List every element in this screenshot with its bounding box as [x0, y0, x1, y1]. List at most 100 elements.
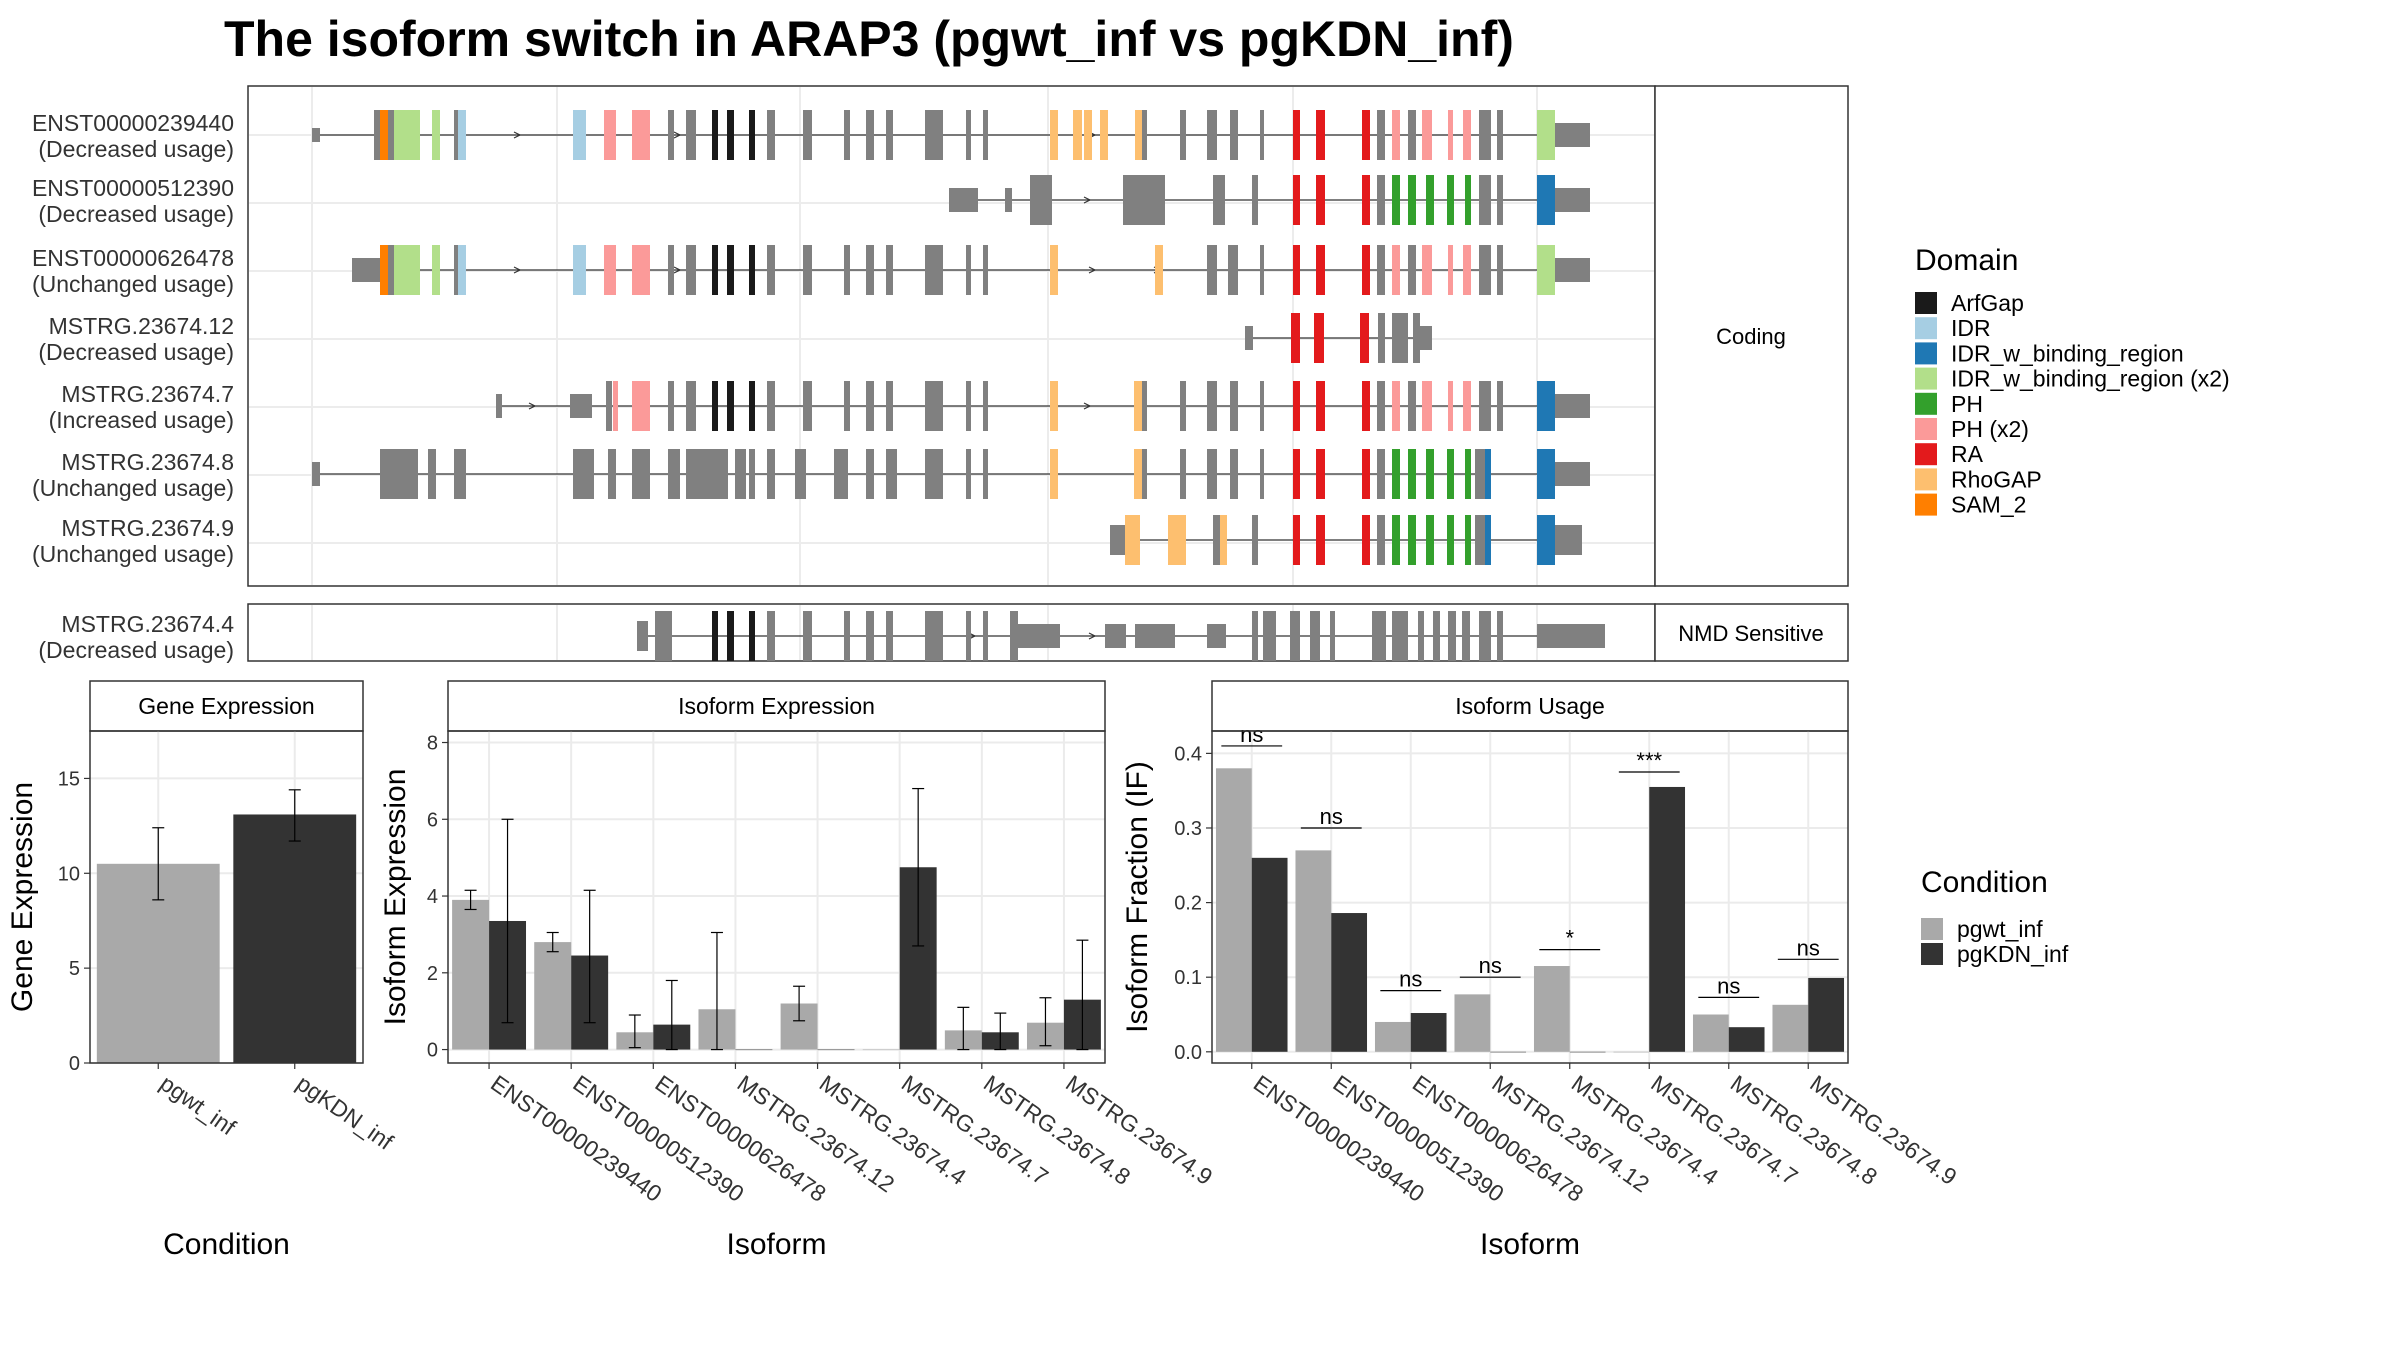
- coding-strip: [1654, 85, 1849, 587]
- nmd-strip: [1654, 603, 1849, 662]
- isoform-expression-chart: Isoform Expression02468ENST00000239440EN…: [379, 680, 1217, 1261]
- chart-strip-title: Isoform Expression: [678, 693, 875, 719]
- y-tick-label: 6: [427, 809, 438, 831]
- gene-expression-chart: Gene Expression 0 5 10 15 pgwt_inf pgKDN_inf Co…: [6, 680, 398, 1261]
- x-tick-label: MSTRG.23674.9: [1805, 1070, 1961, 1190]
- bar-mark: [1649, 786, 1686, 1052]
- condition-legend-key: [1921, 918, 1943, 940]
- domain-block-ph: [1426, 175, 1434, 225]
- bar-mark: [817, 1049, 855, 1051]
- y-tick-label: 0.1: [1174, 967, 1202, 989]
- domain-block-idr-w-binding-region: [1537, 175, 1555, 225]
- transcript-usage-label: (Unchanged usage): [32, 475, 234, 501]
- domain-block-idr-w-binding-region: [1537, 449, 1555, 499]
- exon-block: [1497, 611, 1503, 661]
- domain-block-idr: [458, 110, 466, 160]
- domain-block-ra: [1293, 515, 1300, 565]
- domain-block-ph: [1447, 515, 1454, 565]
- exon-block: [1555, 525, 1582, 555]
- exon-block: [983, 611, 988, 661]
- domain-block-ra: [1362, 245, 1370, 295]
- exon-block: [866, 449, 874, 499]
- exon-block: [966, 110, 971, 160]
- domain-block-idr-w-binding-region: [1537, 381, 1555, 431]
- y-tick-label: 0.2: [1174, 893, 1202, 915]
- domain-block-idr-w-binding-region-x2: [432, 245, 440, 295]
- exon-block: [668, 449, 680, 499]
- domain-block-idr-w-binding-region-x2: [1537, 110, 1555, 160]
- domain-block-ra: [1293, 245, 1300, 295]
- domain-block-arfgap: [727, 611, 734, 661]
- y-tick-label: 5: [69, 958, 80, 980]
- chart-strip: [89, 680, 364, 732]
- exon-block: [1207, 381, 1217, 431]
- exon-block: [803, 245, 812, 295]
- transcript-id-label: ENST00000512390: [32, 175, 234, 201]
- exon-block: [1142, 110, 1147, 160]
- domain-block-rhogap: [1135, 110, 1142, 160]
- domain-legend-label: SAM_2: [1951, 492, 2026, 518]
- domain-block-rhogap: [1168, 515, 1186, 565]
- transcript-id-label: MSTRG.23674.12: [49, 313, 234, 339]
- domain-block-ra: [1293, 381, 1300, 431]
- exon-block: [686, 449, 728, 499]
- transcript-track: [1110, 515, 1582, 565]
- bar-mark: [735, 1049, 773, 1051]
- domain-block-ph: [1465, 515, 1471, 565]
- y-tick-label: 0.0: [1174, 1042, 1202, 1064]
- y-axis-title: Isoform Fraction (IF): [1121, 761, 1154, 1033]
- exon-block: [983, 381, 988, 431]
- exon-block: [1377, 381, 1385, 431]
- exon-block: [686, 110, 696, 160]
- exon-block: [844, 381, 850, 431]
- domain-legend-key: [1915, 367, 1937, 390]
- exon-block: [1408, 110, 1416, 160]
- exon-block: [1497, 175, 1503, 225]
- x-tick-label: pgwt_inf: [155, 1070, 241, 1141]
- chart-strip-title: Isoform Usage: [1455, 693, 1605, 719]
- domain-block-ph-x2: [1422, 245, 1432, 295]
- condition-legend-key: [1921, 943, 1943, 965]
- y-tick-label: 10: [58, 863, 80, 885]
- domain-legend-key: [1915, 342, 1937, 365]
- y-tick-label: 8: [427, 733, 438, 755]
- transcript-labels: ENST00000239440(Decreased usage)ENST0000…: [32, 110, 234, 663]
- domain-legend-key: [1915, 443, 1937, 466]
- exon-block: [1207, 624, 1226, 648]
- domain-legend-label: ArfGap: [1951, 290, 2024, 316]
- transcript-usage-label: (Decreased usage): [38, 637, 234, 663]
- exon-block: [1230, 449, 1238, 499]
- domain-block-ra: [1360, 313, 1369, 363]
- x-tick-label: MSTRG.23674.7: [1646, 1070, 1802, 1190]
- strand-arrow: [513, 266, 522, 274]
- exon-block: [1378, 313, 1385, 363]
- exon-block: [1123, 175, 1165, 225]
- transcript-usage-label: (Decreased usage): [38, 201, 234, 227]
- domain-block-ph-x2: [604, 110, 616, 160]
- exon-block: [1377, 110, 1385, 160]
- bar-mark: [862, 1049, 900, 1051]
- bar-mark: [1808, 977, 1845, 1052]
- domain-block-idr: [573, 110, 578, 160]
- exon-block: [668, 245, 674, 295]
- exon-block: [1213, 175, 1225, 225]
- bar-mark: [452, 899, 490, 1050]
- exon-block: [1180, 110, 1186, 160]
- plot-frame: [89, 730, 364, 1064]
- significance-label: ***: [1636, 748, 1662, 773]
- exon-block: [1018, 624, 1060, 648]
- chart-strip-title: Gene Expression: [138, 693, 314, 719]
- significance-label: ns: [1320, 804, 1343, 829]
- exon-block: [1448, 611, 1456, 661]
- exon-block: [655, 611, 672, 661]
- y-tick-label: 0: [69, 1053, 80, 1075]
- exon-block: [1408, 245, 1416, 295]
- exon-block: [1392, 313, 1408, 363]
- domain-legend-label: RA: [1951, 441, 1984, 467]
- condition-legend-title: Condition: [1921, 866, 2048, 899]
- domain-block-ra: [1362, 175, 1370, 225]
- exon-block: [767, 611, 775, 661]
- domain-legend: ArfGapIDRIDR_w_binding_regionIDR_w_bindi…: [1915, 290, 2230, 518]
